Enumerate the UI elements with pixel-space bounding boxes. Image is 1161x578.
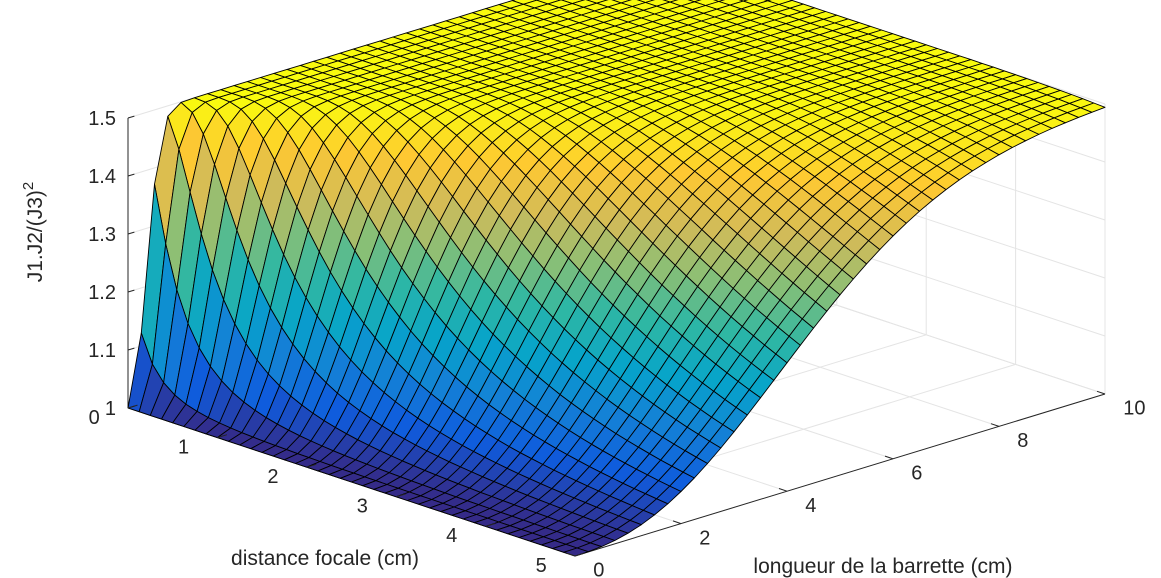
x-tick-mark xyxy=(217,434,228,439)
z-tick-mark xyxy=(127,115,135,119)
z-tick-mark xyxy=(127,405,135,409)
y-tick-mark xyxy=(778,488,788,492)
y-axis-label: longueur de la barrette (cm) xyxy=(753,555,1012,578)
z-axis-label-main: J1.J2/(J3) xyxy=(24,190,47,282)
z-tick-label: 1.5 xyxy=(88,108,116,130)
y-tick-label: 4 xyxy=(805,495,816,517)
x-tick-label: 5 xyxy=(536,555,547,577)
y-tick-label: 0 xyxy=(593,560,604,578)
y-tick-mark xyxy=(566,552,576,557)
z-tick-label: 1.2 xyxy=(88,282,116,304)
y-tick-label: 8 xyxy=(1017,430,1028,452)
z-tick-label: 1.3 xyxy=(88,224,116,246)
z-tick-mark xyxy=(127,231,135,235)
z-tick-mark xyxy=(127,347,135,351)
x-tick-label: 0 xyxy=(89,407,100,429)
x-tick-label: 2 xyxy=(267,466,278,488)
x-tick-mark xyxy=(485,523,496,527)
z-tick-mark xyxy=(127,173,135,177)
y-tick-mark xyxy=(672,520,682,525)
z-tick-label: 1.1 xyxy=(88,340,116,362)
x-axis-label: distance focale (cm) xyxy=(231,547,419,570)
x-tick-label: 4 xyxy=(446,525,457,547)
y-tick-label: 2 xyxy=(699,527,710,549)
z-axis-label-exponent: 2 xyxy=(20,182,37,190)
z-tick-label: 1.4 xyxy=(88,166,116,188)
y-tick-mark xyxy=(990,423,1000,427)
x-tick-mark xyxy=(306,463,317,468)
z-tick-label: 1 xyxy=(105,398,116,420)
y-tick-mark xyxy=(1096,390,1106,395)
y-tick-mark xyxy=(884,455,894,460)
z-tick-mark xyxy=(127,289,135,293)
surface xyxy=(127,0,1106,557)
z-axis-label: J1.J2/(J3)2 xyxy=(20,182,47,283)
x-tick-mark xyxy=(396,493,406,498)
y-tick-label: 10 xyxy=(1123,398,1145,420)
x-tick-mark xyxy=(574,552,585,557)
x-tick-label: 1 xyxy=(178,436,189,458)
y-axis-line xyxy=(574,393,1106,557)
y-tick-label: 6 xyxy=(911,463,922,485)
x-tick-label: 3 xyxy=(357,496,368,518)
